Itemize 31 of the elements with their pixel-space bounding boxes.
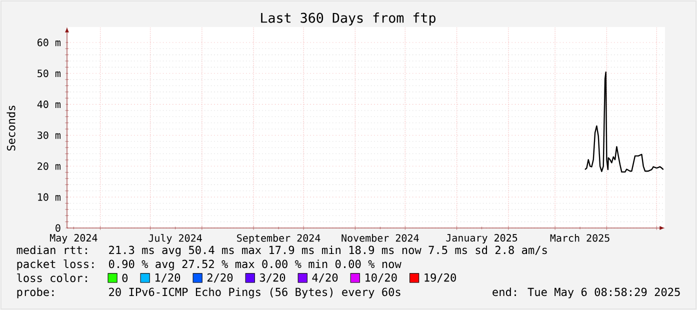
x-tick-label: July 2024 [148, 234, 202, 244]
legend-title: loss color: [17, 274, 87, 282]
text: probe: [17, 288, 54, 298]
text: 21.3 ms avg 50.4 ms max 17.9 ms min 18.9 ms now 7.5 ms sd 2.8 am/s [109, 246, 547, 256]
y-tick-label: 10 m [38, 193, 60, 201]
chart-title: Last 360 Days from ftp [261, 12, 436, 26]
y-tick-label: 40 m [37, 100, 60, 108]
x-tick-label: September 2024 [237, 234, 320, 244]
y-tick-label: 60 m [38, 38, 60, 46]
x-tick-label: March 2025 [550, 234, 610, 242]
y-tick-label: 20 m [38, 162, 60, 170]
legend-label: 0 [122, 274, 128, 282]
y-tick-label: 30 m [38, 131, 60, 140]
legend-label: 2/20 [207, 273, 233, 283]
y-tick-label: 0 [56, 224, 60, 232]
legend-label: 1/20 [155, 273, 180, 283]
y-axis-title: Seconds [6, 106, 16, 151]
text: 0.90 % avg 27.52 % max 0.00 % min 0.00 % now [108, 260, 402, 270]
line-series [584, 72, 664, 173]
text: end: Tue May 6 08:58:29 2025 [492, 288, 680, 298]
y-tick-label: 50 m [38, 70, 60, 78]
text: median rtt: [16, 246, 87, 254]
legend-label: 10/20 [366, 273, 397, 283]
x-tick-label: May 2024 [50, 234, 98, 244]
legend-label: 3/20 [260, 273, 286, 283]
x-tick-label: November 2024 [342, 234, 419, 242]
x-tick-label: January 2025 [446, 234, 518, 244]
legend-label: 4/20 [312, 273, 338, 283]
text: 20 IPv6-ICMP Echo Pings (56 Bytes) every 60s [109, 288, 400, 298]
text: packet loss: [17, 260, 94, 270]
legend-label: 19/20 [424, 273, 456, 283]
